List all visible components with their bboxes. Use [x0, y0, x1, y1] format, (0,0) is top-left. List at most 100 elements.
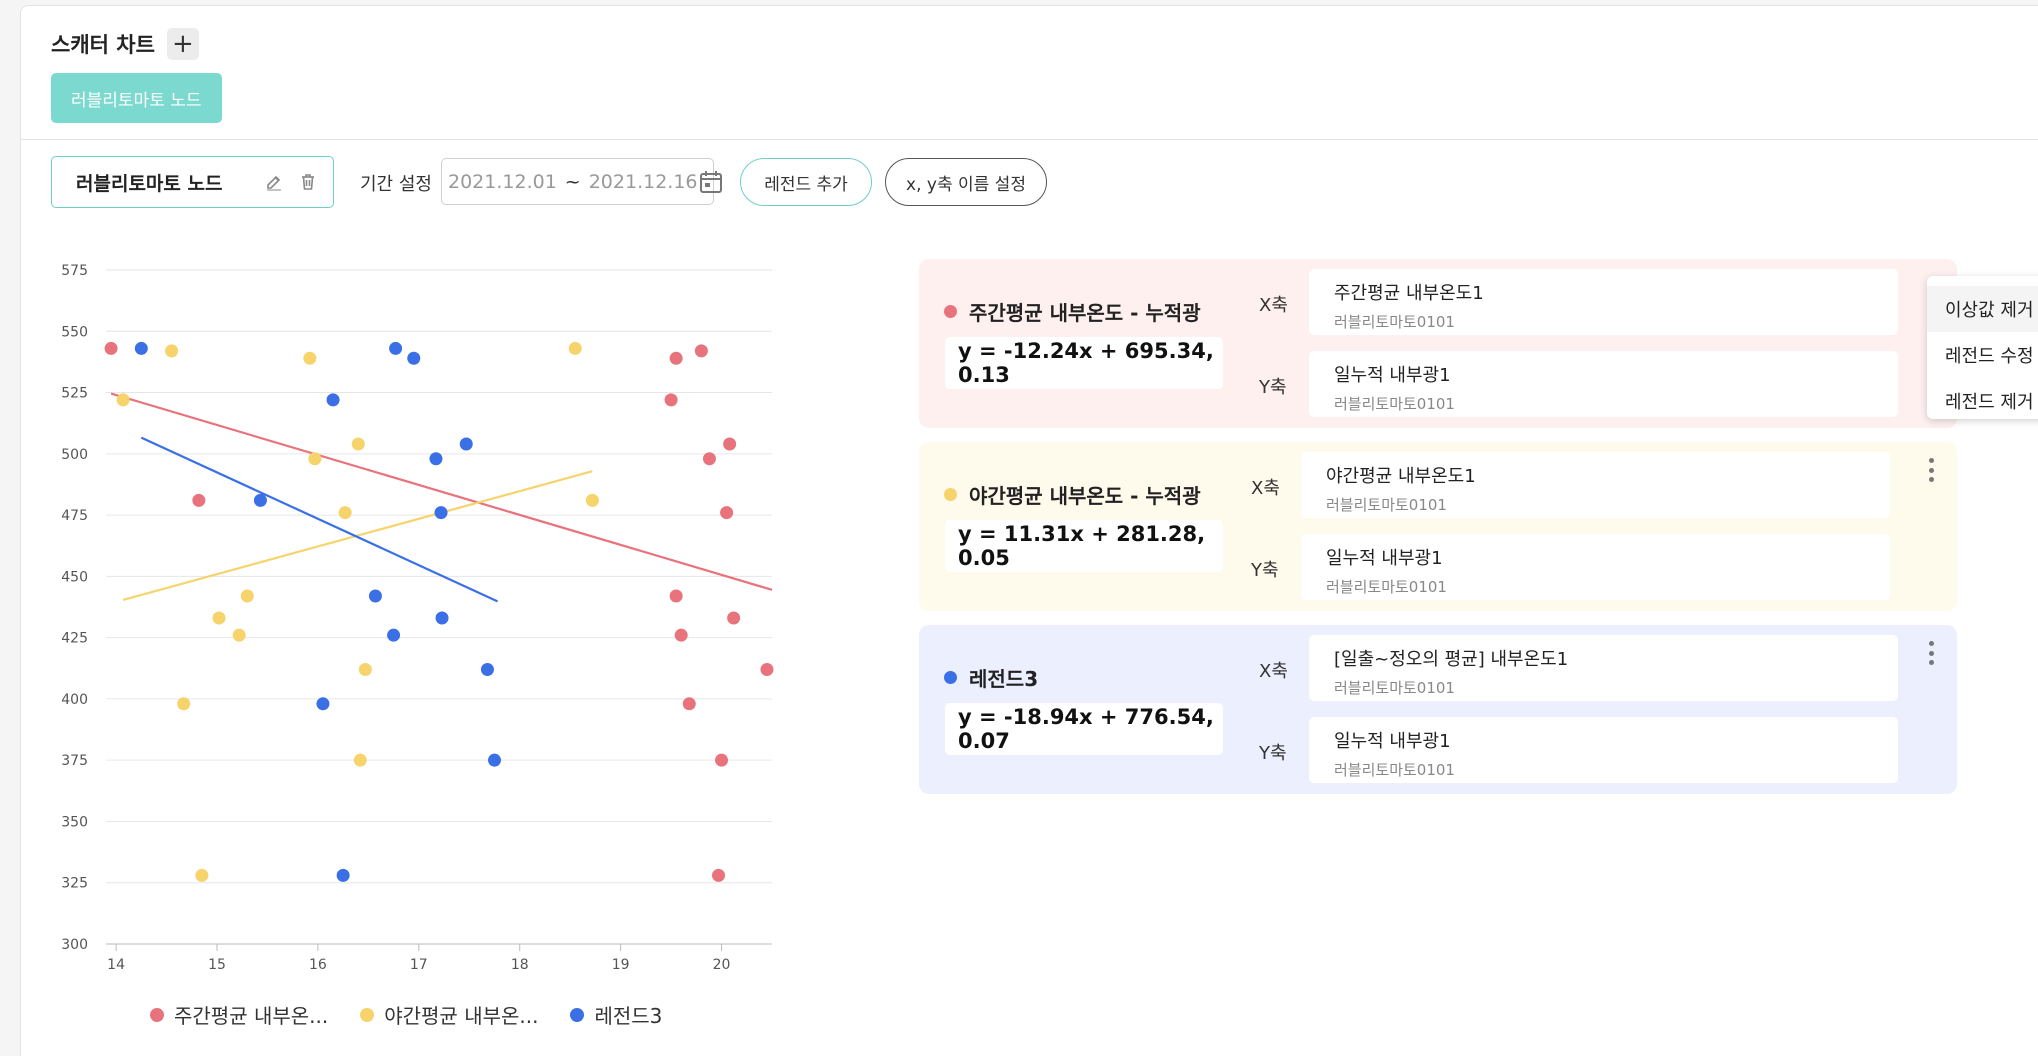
- y-axis-source[interactable]: 일누적 내부광1 러블리토마토0101: [1301, 534, 1890, 600]
- y-axis-variable: 일누적 내부광1: [1334, 731, 1451, 752]
- x-axis-source[interactable]: 야간평균 내부온도1 러블리토마토0101: [1301, 452, 1890, 518]
- legend-entry[interactable]: 야간평균 내부온...: [360, 1000, 538, 1029]
- date-start: 2021.12.01: [448, 170, 557, 193]
- data-point: [720, 506, 734, 520]
- data-point: [669, 351, 683, 365]
- data-point: [195, 868, 209, 882]
- x-axis-variable: [일출~정오의 평균] 내부온도1: [1334, 649, 1569, 670]
- y-tick-label: 475: [61, 508, 88, 524]
- more-options-icon[interactable]: [1925, 639, 1937, 667]
- y-tick-label: 500: [61, 447, 88, 463]
- y-axis-label: Y축: [1251, 560, 1279, 581]
- data-point: [308, 452, 322, 466]
- y-tick-label: 375: [61, 753, 88, 769]
- chart-legend: 주간평균 내부온... 야간평균 내부온... 레전드3: [150, 1000, 662, 1029]
- data-point: [488, 753, 501, 767]
- data-point: [407, 351, 421, 365]
- data-point: [568, 341, 582, 355]
- context-menu: 이상값 제거 레전드 수정 레전드 제거: [1927, 276, 2038, 419]
- y-tick-label: 425: [61, 631, 88, 647]
- y-axis-node: 러블리토마토0101: [1334, 395, 1455, 413]
- x-axis-source[interactable]: [일출~정오의 평균] 내부온도1 러블리토마토0101: [1309, 635, 1898, 701]
- data-point: [702, 452, 716, 466]
- edit-icon[interactable]: [263, 171, 285, 193]
- data-point: [316, 697, 330, 711]
- y-tick-label: 350: [61, 814, 88, 830]
- x-axis-label: X축: [1251, 478, 1280, 499]
- delete-legend-menu-item[interactable]: 레전드 제거: [1945, 392, 2034, 413]
- legend-card-title: 주간평균 내부온도 - 누적광: [944, 297, 1201, 326]
- y-axis-label: Y축: [1259, 743, 1287, 764]
- add-chart-button[interactable]: +: [166, 28, 199, 60]
- y-axis-source[interactable]: 일누적 내부광1 러블리토마토0101: [1309, 717, 1898, 783]
- y-tick-label: 300: [61, 937, 88, 953]
- data-point: [674, 628, 688, 642]
- date-range-picker[interactable]: 2021.12.01 ~ 2021.12.16: [441, 158, 722, 205]
- calendar-icon[interactable]: [698, 169, 724, 195]
- node-tab[interactable]: 러블리토마토 노드: [51, 73, 222, 123]
- data-point: [429, 452, 443, 466]
- x-axis-node: 러블리토마토0101: [1326, 496, 1447, 514]
- remove-outlier-menu-item[interactable]: 이상값 제거: [1927, 286, 2038, 332]
- data-point: [459, 437, 473, 451]
- data-point: [435, 611, 449, 625]
- legend-name: 주간평균 내부온도 - 누적광: [969, 301, 1201, 325]
- data-point: [669, 589, 683, 603]
- x-tick-label: 17: [410, 957, 428, 970]
- divider: [20, 139, 2038, 140]
- trash-icon[interactable]: [297, 171, 319, 193]
- y-axis-variable: 일누적 내부광1: [1326, 548, 1443, 569]
- data-point: [434, 506, 448, 520]
- node-name: 러블리토마토 노드: [76, 172, 223, 195]
- header: 스캐터 차트 +: [51, 28, 199, 60]
- legend-card-title: 레전드3: [944, 663, 1038, 692]
- edit-legend-menu-item[interactable]: 레전드 수정: [1945, 346, 2034, 367]
- legend-name: 야간평균 내부온도 - 누적광: [969, 484, 1201, 508]
- data-point: [715, 753, 729, 767]
- data-point: [165, 344, 179, 358]
- page-title: 스캐터 차트: [51, 33, 155, 57]
- y-tick-label: 400: [61, 692, 88, 708]
- legend-card-title: 야간평균 내부온도 - 누적광: [944, 480, 1201, 509]
- data-point: [664, 393, 678, 407]
- legend-label: 레전드3: [594, 1004, 663, 1028]
- x-axis-source[interactable]: 주간평균 내부온도1 러블리토마토0101: [1309, 269, 1898, 335]
- data-point: [177, 697, 191, 711]
- x-axis-variable: 야간평균 내부온도1: [1326, 466, 1476, 487]
- y-tick-label: 450: [61, 569, 88, 585]
- legend-marker: [570, 1007, 585, 1022]
- y-axis-source[interactable]: 일누적 내부광1 러블리토마토0101: [1309, 351, 1898, 417]
- data-point: [303, 351, 317, 365]
- x-tick-label: 16: [309, 957, 327, 970]
- regression-equation: y = 11.31x + 281.28, 0.05: [945, 520, 1223, 572]
- y-axis-node: 러블리토마토0101: [1326, 578, 1447, 596]
- x-tick-label: 14: [107, 957, 125, 970]
- legend-entry[interactable]: 레전드3: [570, 1000, 662, 1029]
- legend-marker: [360, 1007, 375, 1022]
- y-tick-label: 325: [61, 876, 88, 892]
- data-point: [358, 662, 372, 676]
- period-label: 기간 설정: [360, 174, 432, 195]
- data-point: [712, 868, 726, 882]
- data-point: [585, 493, 599, 507]
- legend-marker: [150, 1007, 164, 1022]
- add-legend-button[interactable]: 레전드 추가: [740, 158, 872, 206]
- data-point: [353, 753, 367, 767]
- data-point: [326, 393, 340, 407]
- y-axis-variable: 일누적 내부광1: [1334, 365, 1451, 386]
- x-axis-label: X축: [1259, 295, 1288, 316]
- data-point: [116, 393, 130, 407]
- data-point: [682, 697, 696, 711]
- more-options-icon[interactable]: [1925, 456, 1937, 484]
- y-tick-label: 525: [61, 386, 88, 402]
- axis-name-button[interactable]: x, y축 이름 설정: [885, 158, 1047, 206]
- node-selector[interactable]: 러블리토마토 노드: [51, 156, 334, 208]
- legend-color-dot: [944, 671, 957, 684]
- legend-name: 레전드3: [969, 667, 1039, 691]
- legend-color-dot: [944, 305, 957, 318]
- data-point: [694, 344, 708, 358]
- data-point: [727, 611, 741, 625]
- y-tick-label: 550: [61, 324, 88, 340]
- y-tick-label: 575: [61, 263, 88, 279]
- legend-entry[interactable]: 주간평균 내부온...: [150, 1000, 328, 1029]
